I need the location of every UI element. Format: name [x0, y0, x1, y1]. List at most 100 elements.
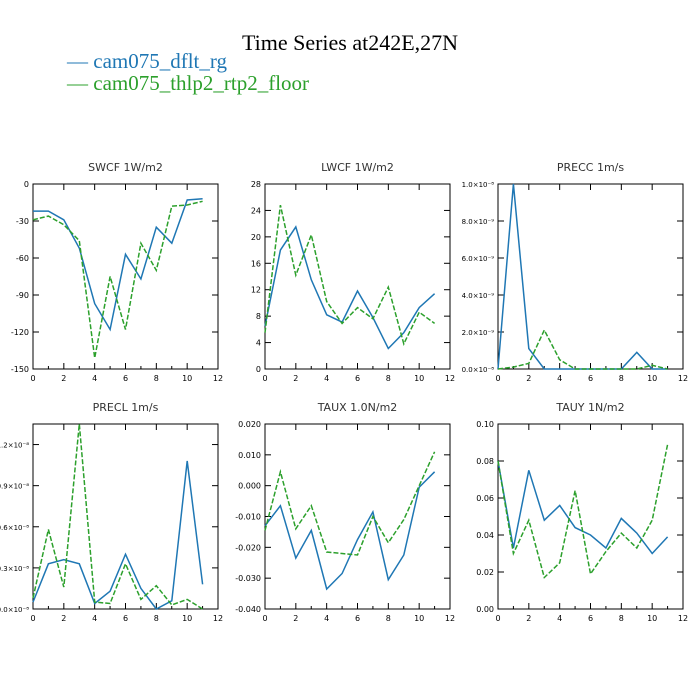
x-tick-label: 10	[647, 374, 657, 383]
legend-entry-floor: — cam075_thlp2_rtp2_floor	[67, 71, 310, 95]
y-tick-label: 8.0×10⁻⁹	[462, 218, 495, 226]
x-tick-label: 10	[414, 374, 424, 383]
y-tick-label: 0.010	[238, 451, 261, 460]
chart-panel-0: SWCF 1W/m2 0 2 4 6 8 10 12 -150 -120 -90 -60 -30 0	[11, 161, 223, 383]
y-tick-label: 0.04	[476, 531, 494, 540]
x-tick-label: 0	[495, 614, 500, 623]
panel-title: LWCF 1W/m2	[321, 161, 394, 174]
x-tick-label: 0	[30, 374, 35, 383]
series-line-0	[32, 460, 204, 610]
x-tick-label: 12	[678, 374, 688, 383]
x-tick-label: 6	[355, 374, 360, 383]
y-tick-label: 24	[251, 206, 261, 215]
panel-title: TAUY 1N/m2	[555, 401, 624, 414]
x-tick-label: 8	[619, 374, 624, 383]
y-tick-label: 0.02	[476, 568, 494, 577]
x-tick-label: 8	[619, 614, 624, 623]
y-tick-label: 0.020	[238, 420, 261, 429]
y-tick-label: 0.00	[476, 605, 494, 614]
y-tick-label: 0.10	[476, 420, 494, 429]
x-tick-label: 2	[526, 614, 531, 623]
x-tick-label: 2	[293, 374, 298, 383]
x-tick-label: 6	[588, 374, 593, 383]
y-tick-label: 1.0×10⁻⁸	[462, 181, 495, 189]
axes-frame	[497, 423, 684, 610]
x-tick-label: 12	[213, 374, 223, 383]
y-tick-label: 2.0×10⁻⁹	[462, 329, 495, 337]
x-tick-label: 8	[386, 614, 391, 623]
y-tick-label: 0.08	[476, 457, 494, 466]
y-tick-label: 28	[251, 180, 261, 189]
x-tick-label: 2	[61, 614, 66, 623]
x-tick-label: 0	[262, 374, 267, 383]
y-tick-label: 0.06	[476, 494, 494, 503]
x-tick-label: 6	[123, 614, 128, 623]
x-tick-label: 2	[61, 374, 66, 383]
y-tick-label: 12	[251, 286, 261, 295]
x-tick-label: 0	[262, 614, 267, 623]
x-tick-label: 0	[30, 614, 35, 623]
y-tick-label: 6.0×10⁻⁹	[462, 255, 495, 263]
y-tick-label: -0.010	[235, 513, 261, 522]
y-tick-label: 0.3×10⁻⁸	[0, 565, 29, 573]
y-tick-label: -0.040	[235, 605, 261, 614]
y-tick-label: -60	[16, 254, 29, 263]
x-tick-label: 10	[647, 614, 657, 623]
panel-title: TAUX 1.0N/m2	[317, 401, 398, 414]
y-tick-label: -120	[11, 328, 29, 337]
y-tick-label: 0	[256, 365, 261, 374]
chart-panel-5: TAUY 1N/m2 0 2 4 6 8 10 12 0.00 0.02 0.04 0.06 0.08 0…	[476, 401, 688, 623]
series-line-0	[497, 183, 668, 370]
axes-frame	[497, 183, 684, 370]
axes-frame	[264, 183, 451, 370]
y-tick-label: 0.0×10⁻⁸	[0, 606, 29, 614]
series-line-0	[33, 198, 203, 332]
x-tick-label: 12	[678, 614, 688, 623]
panel-title: PRECL 1m/s	[93, 401, 159, 414]
series-line-0	[264, 471, 436, 591]
series-line-1	[264, 204, 436, 347]
figure-title: Time Series at242E,27N	[241, 30, 459, 55]
x-tick-label: 4	[324, 614, 329, 623]
x-tick-label: 8	[386, 374, 391, 383]
y-tick-label: 0.000	[238, 482, 261, 491]
y-tick-label: 0.0×10⁻⁸	[462, 366, 495, 374]
y-tick-label: -0.030	[235, 574, 261, 583]
chart-panel-2: PRECC 1m/s 0 2 4 6 8 10 12 0.0×10⁻⁸ 2.0×10⁻⁹ 4.0×1…	[462, 161, 689, 383]
x-tick-label: 8	[154, 614, 159, 623]
axes-frame	[32, 183, 219, 370]
y-tick-label: -0.020	[235, 543, 261, 552]
x-tick-label: 6	[355, 614, 360, 623]
series-line-1	[32, 200, 203, 359]
chart-panel-4: TAUX 1.0N/m2 0 2 4 6 8 10 12 -0.040 -0.030 -0.020 -…	[235, 401, 455, 623]
panel-title: PRECC 1m/s	[557, 161, 625, 174]
x-tick-label: 0	[495, 374, 500, 383]
x-tick-label: 4	[92, 374, 97, 383]
x-tick-label: 12	[445, 374, 455, 383]
x-tick-label: 2	[526, 374, 531, 383]
series-line-0	[264, 225, 436, 350]
chart-panel-3: PRECL 1m/s 0 2 4 6 8 10 12 0.0×10⁻⁸ 0.3×10⁻⁸ 0.6×1…	[0, 401, 223, 623]
x-tick-label: 8	[154, 374, 159, 383]
x-tick-label: 6	[588, 614, 593, 623]
y-tick-label: 0.9×10⁻⁸	[0, 483, 29, 491]
y-tick-label: -150	[11, 365, 29, 374]
x-tick-label: 4	[324, 374, 329, 383]
y-tick-label: 20	[251, 233, 261, 242]
x-tick-label: 10	[182, 374, 192, 383]
y-tick-label: 0.6×10⁻⁸	[0, 524, 29, 532]
x-tick-label: 12	[213, 614, 223, 623]
x-tick-label: 10	[414, 614, 424, 623]
panel-title: SWCF 1W/m2	[88, 161, 163, 174]
series-line-1	[497, 328, 668, 370]
axes-frame	[32, 423, 219, 610]
x-tick-label: 4	[557, 614, 562, 623]
y-tick-label: -90	[16, 291, 29, 300]
x-tick-label: 12	[445, 614, 455, 623]
y-tick-label: 4	[256, 339, 261, 348]
x-tick-label: 2	[293, 614, 298, 623]
series-line-1	[32, 423, 203, 610]
y-tick-label: 16	[251, 259, 261, 268]
